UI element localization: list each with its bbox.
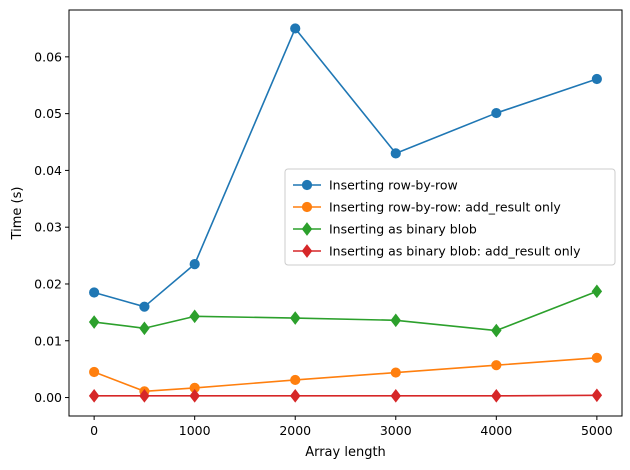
y-tick-label: 0.03 [34,220,62,235]
series-3 [88,284,603,338]
data-point [88,389,100,403]
series-2 [89,352,602,397]
data-point [139,389,150,403]
data-point [89,287,100,298]
legend-marker [301,179,313,191]
x-tick-label: 2000 [279,423,311,438]
x-tick-label: 5000 [581,423,613,438]
series-line [94,394,597,397]
y-tick-label: 0.02 [34,276,62,291]
data-point [189,389,200,403]
series-4 [88,388,603,403]
data-point [289,311,301,325]
y-tick-label: 0.00 [34,390,62,405]
data-point [390,313,402,328]
data-point [591,73,602,85]
legend-label: Inserting as binary blob: add_result onl… [329,244,581,259]
data-point [289,389,301,403]
legend: Inserting row-by-row Inserting row-by-row… [284,168,616,266]
data-point [591,388,603,403]
series-layer [88,23,603,403]
data-point [390,389,402,403]
legend-item: Inserting as binary blob [293,222,477,237]
x-axis: 0 1000 2000 3000 4000 5000 [90,416,613,438]
legend-box [284,168,616,266]
y-axis: 0.00 0.01 0.02 0.03 0.04 0.05 0.06 [34,49,69,405]
data-point [88,315,100,329]
series-line [93,356,597,393]
data-point [491,389,502,403]
data-point [591,352,602,363]
x-tick-label: 4000 [480,423,512,438]
legend-marker [301,222,313,236]
data-point [189,259,200,270]
x-tick-label: 1000 [179,423,211,438]
y-tick-label: 0.04 [34,163,62,178]
data-point [591,284,603,299]
data-point [390,367,401,378]
legend-marker [301,201,313,213]
x-axis-label: Array length [305,445,386,460]
data-point [139,321,150,336]
data-point [491,360,502,371]
series-1 [89,23,602,312]
data-point [89,366,100,378]
legend-marker [301,244,313,258]
legend-item: Inserting row-by-row: add_result only [293,200,561,215]
data-point [290,374,301,386]
plot-frame [68,9,623,417]
data-point [491,323,502,338]
legend-label: Inserting as binary blob [329,222,477,237]
y-tick-label: 0.01 [34,333,62,348]
data-point [139,301,150,312]
legend-item: Inserting row-by-row [293,178,458,193]
y-axis-label: Time (s) [10,187,25,241]
y-tick-label: 0.05 [34,106,62,121]
legend-item: Inserting as binary blob: add_result onl… [293,244,581,259]
series-line [94,290,598,332]
data-point [189,309,200,324]
data-point [491,107,502,119]
x-tick-label: 3000 [380,423,412,438]
data-point [290,23,301,34]
legend-label: Inserting row-by-row: add_result only [329,200,561,215]
legend-label: Inserting row-by-row [329,178,458,193]
data-point [390,148,401,159]
x-tick-label: 0 [90,423,98,438]
y-tick-label: 0.06 [34,49,62,64]
